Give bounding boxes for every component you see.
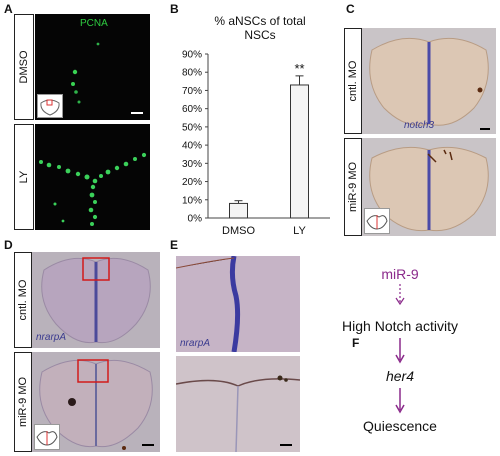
d-cntl-label: cntl. MO xyxy=(17,279,29,321)
nrarpa-mir9-zoom-section xyxy=(176,356,300,452)
scale-bar xyxy=(480,128,490,130)
panel-d-label: D xyxy=(4,238,13,252)
nrarpa-zoom-probe-label: nrarpA xyxy=(180,338,211,349)
y-tick-label: 10% xyxy=(182,195,202,206)
pcna-dmso-image: PCNA xyxy=(35,14,150,120)
brain-section-schematic xyxy=(364,208,390,234)
bar xyxy=(290,84,309,219)
chart-title-line2: NSCs xyxy=(244,28,276,42)
y-tick-label: 40% xyxy=(182,141,202,152)
c-cntl-row-label: cntl. MO xyxy=(344,28,362,134)
bar-chart: 0% 10% 20% 30% 40% 50% 60% 70% 80% 90% DMSO LY ** xyxy=(182,50,330,237)
pcna-label: PCNA xyxy=(80,18,108,29)
y-tick-label: 90% xyxy=(182,50,202,61)
brain-section-schematic xyxy=(37,94,63,118)
significance-label: ** xyxy=(294,61,304,76)
pcna-ly-cells xyxy=(39,152,147,226)
c-cntl-label: cntl. MO xyxy=(347,60,359,102)
flow-step-her4: her4 xyxy=(385,368,415,384)
panel-c-label: C xyxy=(346,2,355,16)
notch3-mir9-image xyxy=(362,138,496,236)
y-tick-label: 20% xyxy=(182,177,202,188)
notch3-cntl-section xyxy=(369,37,489,126)
nrarpa-mir9-image xyxy=(32,352,160,452)
pcna-ly-image xyxy=(35,124,150,230)
y-tick-label: 0% xyxy=(188,214,203,225)
nrarpa-mir9-zoom-image xyxy=(176,356,300,452)
nrarpa-probe-label: nrarpA xyxy=(36,332,67,343)
panel-a-label: A xyxy=(4,2,13,16)
notch3-probe-label: notch3 xyxy=(404,120,435,131)
pcna-dmso-cells xyxy=(71,42,100,104)
scale-bar xyxy=(142,444,154,446)
arrow-down-icon xyxy=(395,338,405,364)
flow-step-mir9: miR-9 xyxy=(381,266,419,282)
x-tick-label: LY xyxy=(293,225,306,237)
c-mir9-label: miR-9 MO xyxy=(347,161,359,213)
d-mir9-label: miR-9 MO xyxy=(17,376,29,428)
panel-e-label: E xyxy=(170,238,179,252)
notch3-cntl-image: notch3 xyxy=(362,28,496,134)
scale-bar xyxy=(131,112,143,114)
d-cntl-row-label: cntl. MO xyxy=(14,252,32,348)
panel-b-label: B xyxy=(170,2,179,16)
nrarpa-cntl-zoom-image: nrarpA xyxy=(176,256,300,352)
bar xyxy=(229,202,248,219)
flow-step-notch: High Notch activity xyxy=(342,318,458,334)
dmso-label: DMSO xyxy=(18,50,30,84)
scale-bar xyxy=(280,444,292,446)
ly-label: LY xyxy=(18,170,30,184)
y-tick-label: 30% xyxy=(182,159,202,170)
flow-step-quiescence: Quiescence xyxy=(363,418,437,434)
nrarpa-mir9-section xyxy=(39,359,153,450)
chart-title-line1: % aNSCs of total xyxy=(214,14,306,28)
y-tick-label: 80% xyxy=(182,68,202,79)
nrarpa-cntl-image: nrarpA xyxy=(32,252,160,348)
dmso-row-label: DMSO xyxy=(14,14,34,120)
y-tick-label: 60% xyxy=(182,104,202,115)
c-mir9-row-label: miR-9 MO xyxy=(344,138,362,236)
panel-f-label: F xyxy=(352,336,360,350)
nrarpa-cntl-section xyxy=(41,257,151,344)
chart-title: % aNSCs of total NSCs xyxy=(180,14,340,42)
arrow-down-icon xyxy=(395,388,405,414)
y-tick-label: 50% xyxy=(182,122,202,133)
x-tick-label: DMSO xyxy=(222,225,255,237)
nrarpa-cntl-zoom-section xyxy=(176,256,300,352)
y-tick-label: 70% xyxy=(182,86,202,97)
brain-section-schematic xyxy=(34,424,60,450)
ly-row-label: LY xyxy=(14,124,34,230)
d-mir9-row-label: miR-9 MO xyxy=(14,352,32,452)
dashed-arrow-icon xyxy=(395,284,405,306)
